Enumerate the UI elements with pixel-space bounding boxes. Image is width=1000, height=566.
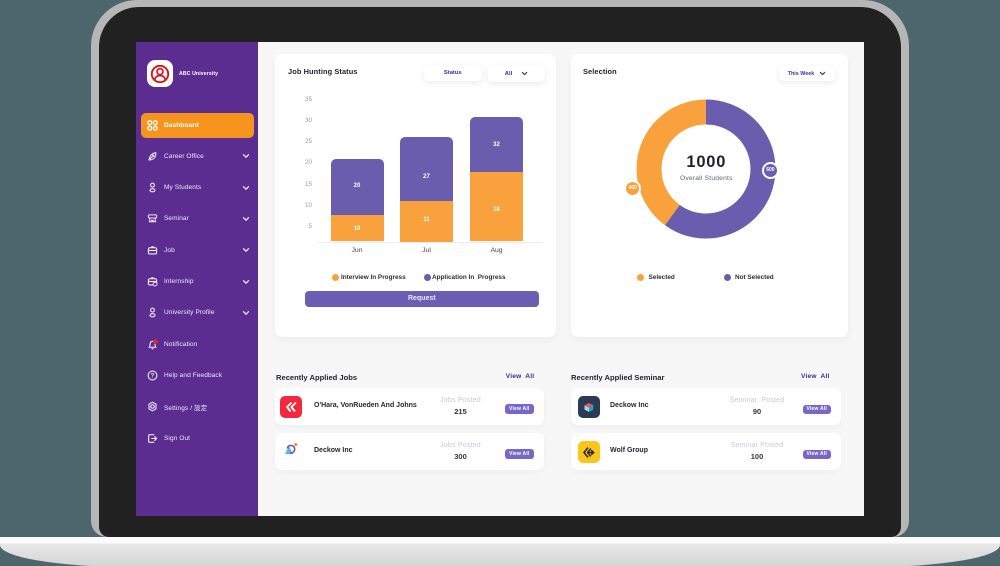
svg-text:?: ?: [151, 374, 155, 380]
